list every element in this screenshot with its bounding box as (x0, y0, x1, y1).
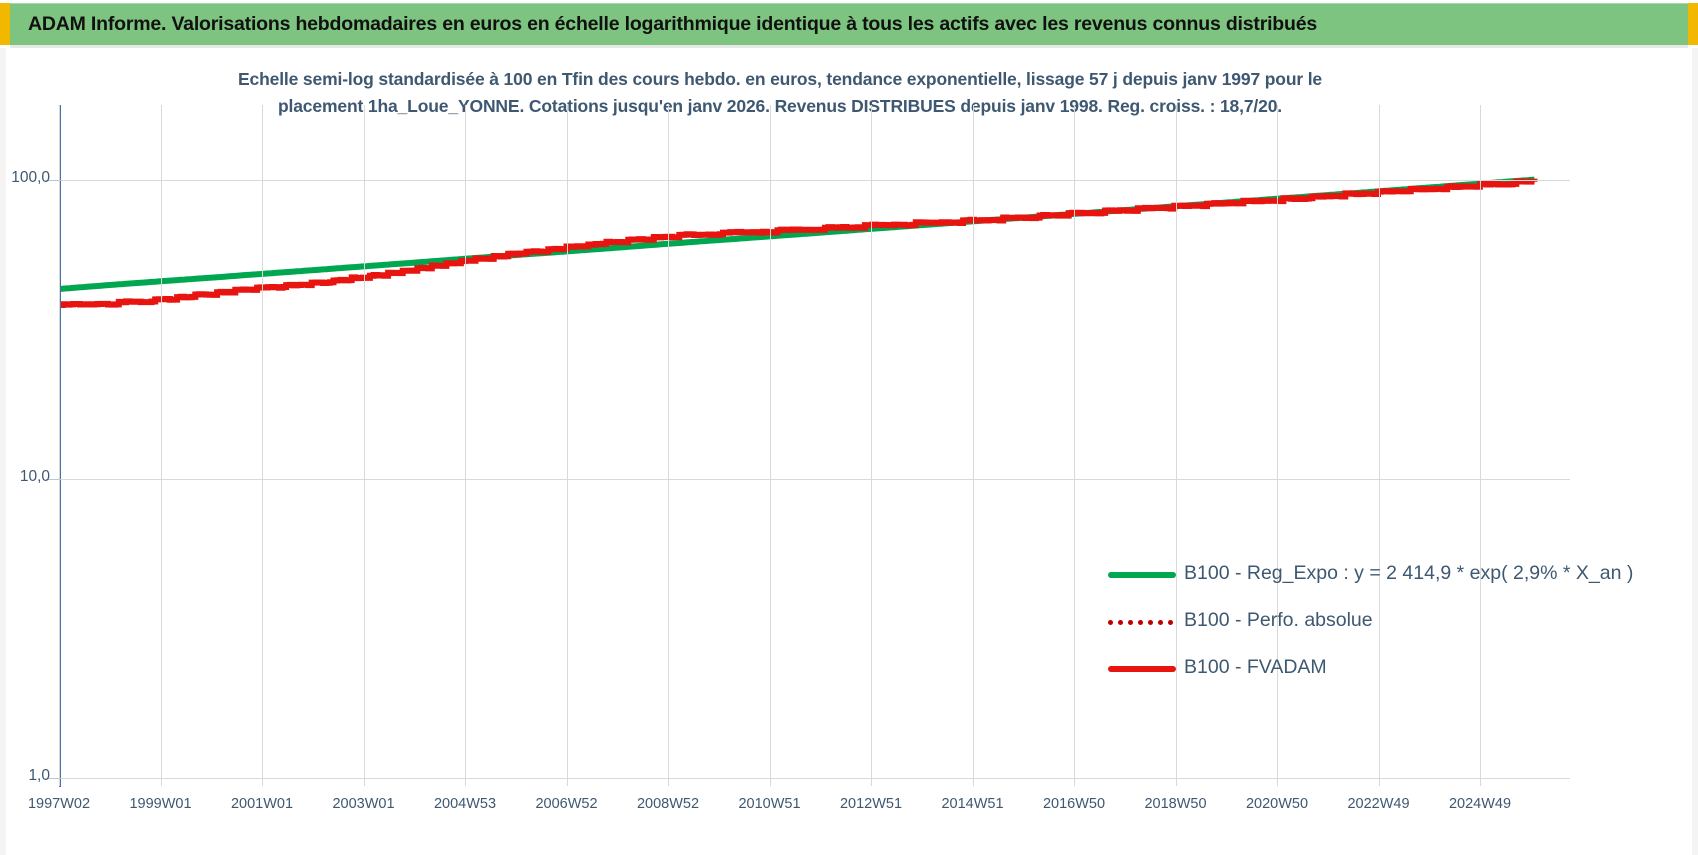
legend-swatch (1108, 666, 1176, 672)
y-axis-tick (46, 180, 61, 181)
x-axis-tick-label: 2006W52 (535, 796, 598, 812)
y-axis-tick (46, 479, 61, 480)
x-axis-tick-label: 2016W50 (1042, 796, 1106, 812)
chart-subtitle: Echelle semi-log standardisée à 100 en T… (150, 66, 1410, 120)
y-gridline (61, 778, 1570, 779)
x-axis-tick-label: 2010W51 (738, 796, 801, 812)
x-gridline (160, 105, 162, 786)
chart-plot-area (59, 105, 1570, 786)
x-gridline (769, 105, 771, 786)
y-axis-tick-label: 100,0 (11, 169, 50, 186)
y-axis-tick-label: 1,0 (28, 767, 50, 784)
x-gridline (1074, 105, 1075, 786)
x-gridline (668, 105, 669, 786)
legend-label: B100 - Perfo. absolue (1184, 609, 1373, 631)
legend-label: B100 - FVADAM (1184, 656, 1327, 678)
series-line (61, 178, 1538, 308)
y-gridline (61, 479, 1570, 480)
y-axis-tick (46, 778, 61, 779)
x-gridline (1378, 105, 1380, 786)
title-banner: ADAM Informe. Valorisations hebdomadaire… (0, 0, 1698, 48)
x-gridline (1277, 105, 1278, 786)
legend-label: B100 - Reg_Expo : y = 2 414,9 * exp( 2,9… (1184, 562, 1634, 584)
legend-swatch-dotted (1108, 620, 1176, 625)
banner-shadow (10, 45, 1688, 48)
x-axis-tick-label: 2012W51 (839, 796, 903, 812)
x-axis-tick-label: 2022W49 (1347, 796, 1410, 812)
x-axis-tick-label: 2024W49 (1448, 796, 1512, 812)
chart-subtitle-line-1: Echelle semi-log standardisée à 100 en T… (237, 69, 1323, 89)
x-axis-tick-label: 1997W02 (27, 796, 91, 812)
x-gridline (1175, 105, 1177, 786)
banner-right-tab (1688, 3, 1698, 45)
x-gridline (59, 105, 60, 786)
x-axis-tick-label: 2008W52 (636, 796, 700, 812)
banner-background: ADAM Informe. Valorisations hebdomadaire… (10, 3, 1688, 45)
x-gridline (465, 105, 466, 786)
banner-left-tab (0, 3, 10, 45)
y-gridline (61, 180, 1570, 181)
sheet-left-edge (0, 48, 6, 855)
x-axis-tick-label: 2014W51 (941, 796, 1004, 812)
x-gridline (1480, 105, 1481, 786)
x-axis-tick-label: 2001W01 (230, 796, 294, 812)
x-axis-tick-label: 2020W50 (1245, 796, 1309, 812)
chart-series-layer (61, 176, 1538, 308)
x-gridline (972, 105, 974, 786)
x-axis-tick-label: 2003W01 (332, 796, 395, 812)
x-gridline (566, 105, 568, 786)
legend-swatch (1108, 572, 1176, 578)
page-title: ADAM Informe. Valorisations hebdomadaire… (28, 13, 1318, 35)
x-axis-tick-label: 1999W01 (129, 796, 192, 812)
x-gridline (871, 105, 872, 786)
chart-subtitle-line-2: placement 1ha_Loue_YONNE. Cotations jusq… (277, 96, 1283, 116)
y-axis-tick-label: 10,0 (19, 468, 50, 485)
x-gridline (262, 105, 263, 786)
x-gridline (363, 105, 365, 786)
sheet-right-edge (1692, 48, 1698, 855)
y-axis-line (59, 105, 61, 787)
x-axis-tick-label: 2004W53 (433, 796, 497, 812)
x-axis-tick-label: 2018W50 (1144, 796, 1207, 812)
